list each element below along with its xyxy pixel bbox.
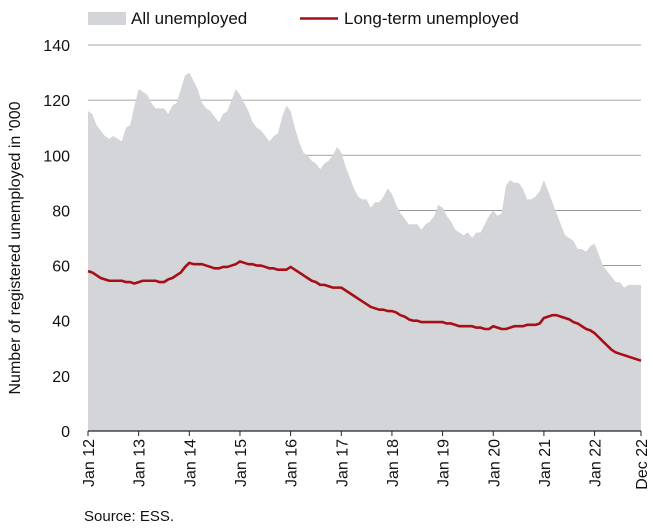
- x-tick-label: Jan 14: [182, 439, 199, 487]
- y-tick-label: 120: [43, 93, 70, 110]
- x-axis: Jan 12 Jan 13 Jan 14 Jan 15 Jan 16 Jan 17 Jan …: [81, 431, 651, 490]
- y-tick-label: 80: [52, 203, 70, 220]
- y-tick-label: 140: [43, 38, 70, 55]
- y-axis: 0 20 40 60 80 100 120 140: [43, 38, 70, 441]
- legend-label-long-term-unemployed: Long-term unemployed: [344, 9, 519, 28]
- x-tick-label: Jan 16: [284, 439, 301, 487]
- source-note: Source: ESS.: [84, 508, 175, 525]
- x-tick-label: Jan 19: [436, 439, 453, 487]
- y-tick-label: 100: [43, 148, 70, 165]
- x-tick-label: Jan 20: [486, 439, 503, 487]
- all-unemployed-area: [88, 72, 641, 431]
- legend: All unemployed Long-term unemployed: [88, 9, 519, 28]
- x-tick-label: Jan 13: [132, 439, 149, 487]
- long-term-unemployed-line: [87, 260, 642, 362]
- x-tick-label: Jan 17: [334, 439, 351, 487]
- x-tick-label: Jan 18: [385, 439, 402, 487]
- x-tick-label: Dec 22: [634, 439, 651, 490]
- y-tick-label: 60: [52, 259, 70, 276]
- legend-swatch-all-unemployed: [88, 12, 126, 25]
- x-tick-label: Jan 15: [233, 439, 250, 487]
- y-tick-label: 40: [52, 314, 70, 331]
- x-tick-label: Jan 12: [81, 439, 98, 487]
- y-tick-label: 20: [52, 369, 70, 386]
- legend-label-all-unemployed: All unemployed: [131, 9, 247, 28]
- y-tick-label: 0: [61, 424, 70, 441]
- x-tick-label: Jan 22: [588, 439, 605, 487]
- x-tick-label: Jan 21: [537, 439, 554, 487]
- y-axis-title: Number of registered unemployed in '000: [7, 101, 24, 394]
